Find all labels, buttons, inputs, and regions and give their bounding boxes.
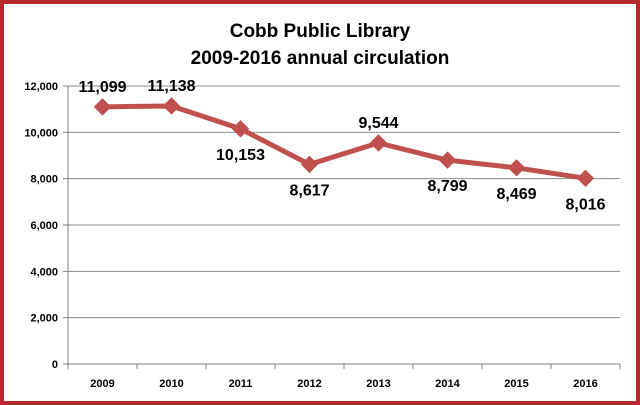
x-tick-label: 2012 xyxy=(297,378,321,390)
data-point-marker xyxy=(231,120,250,138)
axes xyxy=(63,85,621,369)
y-tick-label: 10,000 xyxy=(24,127,58,139)
y-tick-label: 6,000 xyxy=(30,220,58,232)
data-labels: 11,099 11,138 10,153 8,617 9,544 8,799 8,469 8,… xyxy=(78,78,605,213)
data-label: 8,617 xyxy=(289,182,329,199)
data-label: 8,016 xyxy=(565,196,605,213)
y-tick-label: 8,000 xyxy=(30,174,58,186)
data-point-marker xyxy=(507,159,526,177)
x-tick-label: 2015 xyxy=(504,378,528,390)
x-tick-label: 2010 xyxy=(159,378,183,390)
chart-subtitle: 2009-2016 annual circulation xyxy=(191,48,450,69)
data-label: 8,469 xyxy=(496,186,536,203)
x-tick-label: 2009 xyxy=(90,378,114,390)
series-line xyxy=(100,103,588,181)
x-tick-label: 2014 xyxy=(435,378,460,390)
data-point-marker xyxy=(576,169,595,188)
gridlines xyxy=(68,85,620,319)
data-label: 9,544 xyxy=(358,115,398,132)
chart-title: Cobb Public Library xyxy=(230,21,411,42)
y-tick-label: 12,000 xyxy=(24,81,58,93)
x-tick-label: 2016 xyxy=(573,378,597,390)
data-point-marker xyxy=(93,98,112,116)
data-label: 11,138 xyxy=(147,78,195,95)
data-point-marker xyxy=(438,151,457,169)
series-annual-circulation xyxy=(93,97,595,188)
y-tick-label: 0 xyxy=(52,359,58,371)
x-tick-label: 2011 xyxy=(229,378,253,390)
y-tick-label: 4,000 xyxy=(30,266,58,278)
data-label: 11,099 xyxy=(78,79,126,96)
data-point-marker xyxy=(369,134,388,152)
data-point-marker xyxy=(300,155,319,174)
data-label: 10,153 xyxy=(216,147,265,164)
data-point-marker xyxy=(162,97,181,115)
y-tick-label: 2,000 xyxy=(30,313,58,325)
data-label: 8,799 xyxy=(427,178,467,195)
x-tick-label: 2013 xyxy=(366,378,390,390)
tick-labels: 0 2,000 4,000 6,000 8,000 10,000 12,000 2009 201… xyxy=(24,81,597,390)
